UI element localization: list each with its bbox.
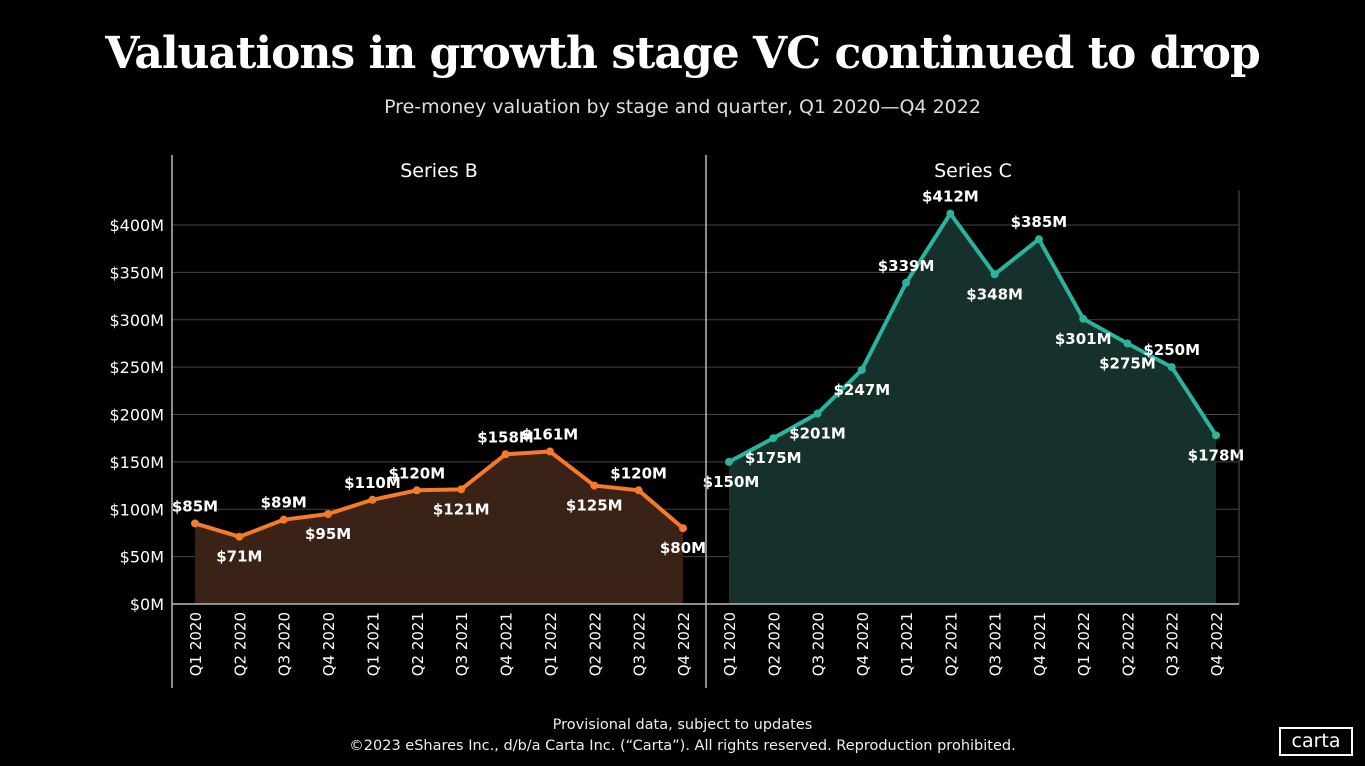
data-point: [725, 457, 733, 466]
data-label: $121M: [433, 500, 490, 518]
x-tick-label: Q4 2020: [320, 612, 338, 676]
data-label: $201M: [789, 425, 846, 443]
x-tick-label: Q4 2022: [1208, 612, 1226, 676]
data-point: [501, 450, 510, 459]
x-tick-label: Q2 2021: [409, 612, 427, 676]
y-tick-label: $200M: [109, 406, 164, 425]
data-point: [590, 481, 599, 490]
data-label: $89M: [261, 494, 307, 512]
x-tick-label: Q2 2020: [231, 612, 249, 676]
x-tick-label: Q2 2022: [586, 612, 604, 676]
footer-note: Provisional data, subject to updates: [552, 717, 813, 733]
x-tick-label: Q2 2021: [942, 612, 960, 676]
y-tick-label: $0M: [130, 595, 164, 614]
data-point: [1212, 431, 1220, 440]
data-label: $161M: [522, 425, 579, 443]
data-label: $250M: [1143, 341, 1200, 359]
data-point: [679, 524, 687, 533]
data-point: [946, 209, 955, 218]
x-tick-label: Q3 2020: [276, 612, 294, 676]
y-tick-label: $250M: [109, 358, 164, 377]
data-label: $158M: [477, 428, 534, 446]
series-line: [728, 211, 1218, 464]
data-point: [412, 486, 421, 495]
data-label: $120M: [610, 464, 667, 482]
y-tick-label: $50M: [120, 548, 164, 567]
data-label: $110M: [344, 474, 401, 492]
data-point: [990, 270, 999, 279]
x-tick-label: Q1 2020: [721, 612, 739, 676]
chart-title: Valuations in growth stage VC continued …: [105, 28, 1261, 79]
area-fill: [729, 213, 1216, 604]
data-label: $178M: [1188, 446, 1245, 464]
x-tick-label: Q1 2020: [187, 612, 205, 676]
panel-title: Series B: [400, 160, 478, 182]
data-label: $125M: [566, 497, 623, 515]
x-tick-label: Q4 2021: [1031, 612, 1049, 676]
data-point: [857, 365, 866, 374]
panel-title: Series C: [934, 160, 1012, 182]
x-tick-label: Q3 2021: [453, 612, 471, 676]
data-point: [545, 447, 554, 456]
data-point: [368, 495, 377, 504]
data-label: $301M: [1055, 330, 1112, 348]
x-tick-label: Q4 2020: [854, 612, 872, 676]
data-label: $275M: [1099, 354, 1156, 372]
data-label: $71M: [216, 548, 262, 566]
x-tick-label: Q3 2020: [810, 612, 828, 676]
data-label: $385M: [1011, 213, 1068, 231]
carta-logo: carta: [1279, 727, 1353, 756]
data-point: [235, 532, 244, 541]
data-label: $339M: [878, 257, 935, 275]
data-label: $247M: [833, 381, 890, 399]
y-tick-label: $300M: [109, 311, 164, 330]
data-point: [1123, 339, 1132, 348]
series-line: [194, 449, 685, 539]
copyright: ©2023 eShares Inc., d/b/a Carta Inc. (“C…: [349, 738, 1016, 754]
data-point: [1034, 235, 1043, 244]
data-point: [324, 509, 333, 518]
x-tick-label: Q2 2020: [765, 612, 783, 676]
x-tick-label: Q3 2022: [631, 612, 649, 676]
x-tick-label: Q1 2021: [364, 612, 382, 676]
y-tick-label: $400M: [109, 216, 164, 235]
data-label: $85M: [172, 497, 218, 515]
data-point: [1079, 314, 1088, 323]
data-point: [1167, 363, 1176, 372]
x-tick-label: Q3 2021: [987, 612, 1005, 676]
data-point: [634, 486, 643, 495]
data-label: $348M: [966, 285, 1023, 303]
x-tick-label: Q2 2022: [1119, 612, 1137, 676]
y-tick-label: $150M: [109, 453, 164, 472]
x-tick-label: Q4 2022: [675, 612, 693, 676]
x-tick-label: Q1 2021: [898, 612, 916, 676]
data-label: $95M: [305, 525, 351, 543]
data-label: $80M: [660, 539, 706, 557]
chart-subtitle: Pre-money valuation by stage and quarter…: [384, 96, 981, 118]
data-point: [191, 519, 199, 528]
data-point: [902, 278, 911, 287]
data-label: $120M: [388, 464, 445, 482]
x-tick-label: Q4 2021: [498, 612, 516, 676]
area-fill: [195, 451, 683, 604]
x-tick-label: Q3 2022: [1164, 612, 1182, 676]
data-point: [813, 409, 822, 418]
data-point: [279, 515, 288, 524]
data-point: [769, 434, 778, 443]
data-label: $150M: [703, 473, 760, 491]
y-tick-label: $350M: [109, 263, 164, 282]
data-point: [457, 485, 466, 494]
data-label: $412M: [922, 188, 979, 206]
data-label: $175M: [745, 449, 802, 467]
y-tick-label: $100M: [109, 500, 164, 519]
x-tick-label: Q1 2022: [542, 612, 560, 676]
x-tick-label: Q1 2022: [1075, 612, 1093, 676]
